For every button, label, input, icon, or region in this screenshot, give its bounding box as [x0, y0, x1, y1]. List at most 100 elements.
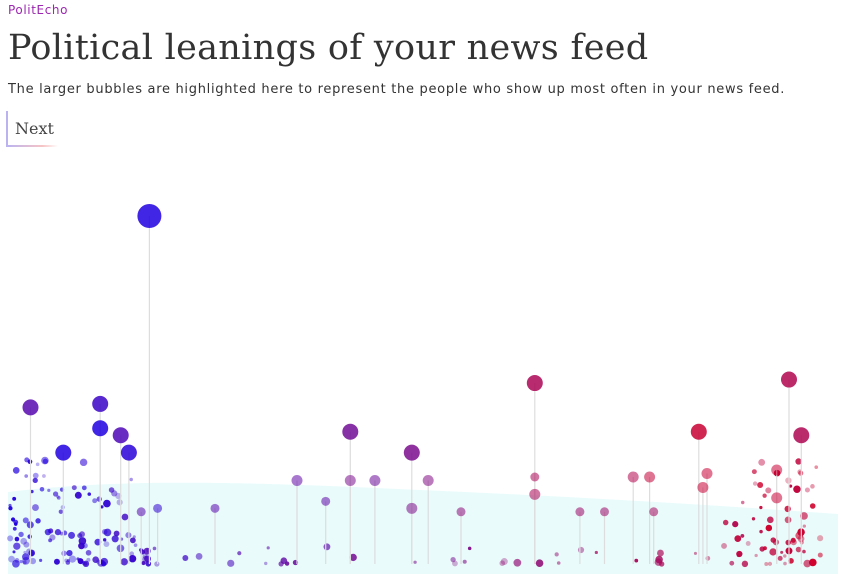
- person-bubble[interactable]: [120, 444, 137, 461]
- person-bubble[interactable]: [781, 371, 797, 388]
- person-bubble[interactable]: [153, 503, 163, 513]
- person-bubble[interactable]: [136, 507, 146, 517]
- crowd-bubble: [101, 561, 107, 567]
- crowd-bubble: [32, 504, 39, 511]
- crowd-bubble: [266, 546, 270, 550]
- crowd-bubble: [128, 554, 137, 563]
- crowd-bubble: [87, 492, 92, 496]
- person-bubble[interactable]: [92, 420, 109, 437]
- crowd-bubble: [535, 559, 544, 567]
- person-bubble[interactable]: [690, 423, 707, 440]
- crowd-bubble: [133, 543, 138, 547]
- crowd-bubble: [594, 550, 598, 555]
- person-bubble[interactable]: [526, 375, 543, 392]
- person-bubble[interactable]: [575, 507, 585, 517]
- crowd-bubble: [764, 561, 769, 566]
- crowd-bubble: [12, 550, 16, 554]
- crowd-bubble: [785, 539, 791, 546]
- person-bubble[interactable]: [701, 468, 713, 480]
- crowd-bubble: [777, 555, 783, 561]
- person-bubble[interactable]: [627, 471, 639, 483]
- crowd-bubble: [82, 542, 88, 549]
- crowd-bubble: [814, 465, 819, 469]
- crowd-bubble: [762, 546, 767, 551]
- crowd-bubble: [769, 548, 777, 556]
- crowd-bubble: [8, 506, 13, 511]
- crowd-bubble: [659, 561, 665, 567]
- crowd-bubble: [103, 541, 110, 548]
- crowd-bubble: [94, 538, 102, 546]
- crowd-bubble: [237, 551, 242, 556]
- person-bubble[interactable]: [793, 427, 810, 444]
- person-bubble[interactable]: [771, 464, 783, 476]
- crowd-bubble: [762, 493, 767, 498]
- person-bubble[interactable]: [697, 481, 709, 493]
- crowd-bubble: [12, 496, 17, 501]
- crowd-bubble: [103, 499, 111, 508]
- crowd-bubble: [721, 542, 727, 549]
- crowd-bubble: [129, 551, 135, 557]
- person-bubble[interactable]: [344, 474, 356, 486]
- crowd-bubble: [54, 529, 62, 536]
- crowd-bubble: [66, 549, 73, 557]
- crowd-bubble: [30, 489, 34, 494]
- crowd-bubble: [142, 555, 150, 563]
- crowd-bubble: [227, 559, 235, 567]
- person-bubble[interactable]: [137, 204, 162, 228]
- crowd-bubble: [770, 537, 776, 543]
- person-bubble[interactable]: [291, 474, 303, 486]
- crowd-bubble: [766, 516, 774, 524]
- brand-logo[interactable]: PolitEcho: [8, 3, 69, 17]
- crowd-bubble: [765, 524, 773, 532]
- next-button[interactable]: Next: [6, 111, 58, 147]
- person-bubble[interactable]: [456, 507, 466, 517]
- person-bubble[interactable]: [529, 488, 541, 500]
- person-bubble[interactable]: [210, 503, 220, 513]
- crowd-bubble: [58, 509, 64, 514]
- crowd-bubble: [13, 519, 19, 525]
- person-bubble[interactable]: [649, 507, 659, 517]
- crowd-bubble: [48, 538, 53, 543]
- crowd-bubble: [7, 535, 14, 542]
- person-bubble[interactable]: [22, 399, 39, 416]
- page-title: Political leanings of your news feed: [8, 28, 649, 68]
- crowd-bubble: [66, 558, 70, 562]
- crowd-bubble: [800, 512, 808, 520]
- crowd-bubble: [56, 495, 60, 499]
- crowd-bubble: [41, 456, 49, 465]
- person-bubble[interactable]: [403, 444, 420, 461]
- person-bubble[interactable]: [644, 471, 656, 483]
- crowd-bubble: [785, 477, 792, 484]
- person-bubble[interactable]: [530, 472, 540, 482]
- person-bubble[interactable]: [369, 474, 381, 486]
- person-bubble[interactable]: [342, 423, 359, 440]
- crowd-bubble: [56, 496, 61, 500]
- crowd-bubble: [24, 474, 29, 478]
- person-bubble[interactable]: [406, 502, 418, 514]
- crowd-bubble: [513, 558, 522, 567]
- crowd-bubble: [780, 550, 784, 554]
- person-bubble[interactable]: [600, 507, 609, 517]
- crowd-bubble: [68, 555, 77, 563]
- person-bubble[interactable]: [55, 444, 72, 461]
- crowd-bubble: [817, 552, 823, 558]
- person-bubble[interactable]: [771, 492, 783, 504]
- crowd-bubble: [741, 560, 749, 568]
- news-feed-bubble-chart: [7, 204, 838, 574]
- person-bubble[interactable]: [112, 427, 129, 444]
- crowd-bubble: [264, 561, 268, 566]
- crowd-bubble: [740, 534, 745, 538]
- person-bubble[interactable]: [92, 395, 109, 412]
- crowd-bubble: [154, 561, 160, 567]
- crowd-bubble: [113, 530, 120, 537]
- crowd-bubble: [765, 487, 772, 494]
- crowd-bubble: [129, 477, 133, 482]
- person-bubble[interactable]: [422, 474, 434, 486]
- crowd-bubble: [280, 557, 288, 564]
- crowd-bubble: [79, 458, 88, 467]
- crowd-bubble: [27, 534, 32, 539]
- crowd-bubble: [757, 481, 764, 488]
- person-bubble[interactable]: [321, 496, 331, 506]
- crowd-bubble: [129, 537, 136, 544]
- crowd-bubble: [803, 559, 812, 568]
